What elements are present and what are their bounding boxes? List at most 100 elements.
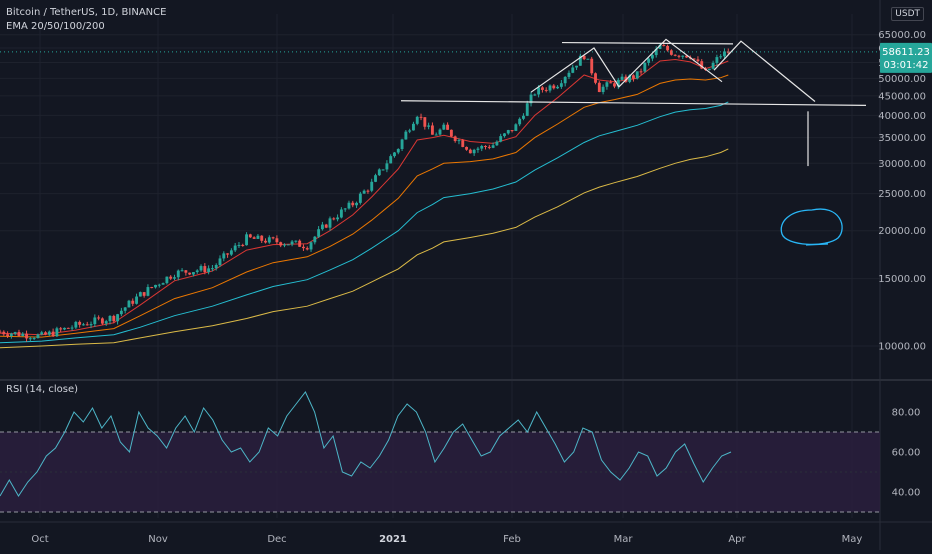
candle [108, 315, 112, 325]
candle-body [396, 149, 400, 153]
candle-body [165, 276, 169, 284]
candle [32, 336, 36, 341]
candle-body [305, 248, 309, 250]
candle-body [685, 55, 688, 58]
indicator-label[interactable]: EMA 20/50/100/200 [6, 21, 105, 32]
candle-body [157, 284, 161, 286]
candle-body [658, 45, 662, 49]
candle [639, 68, 643, 75]
candle-body [161, 283, 165, 285]
candle-body [484, 146, 487, 148]
candle [305, 246, 309, 251]
candle-body [142, 292, 146, 296]
candle-body [707, 68, 711, 71]
candle-body [544, 89, 548, 91]
candle [93, 314, 97, 327]
candle-body [150, 287, 154, 289]
candle-body [279, 242, 283, 246]
candle [632, 74, 635, 82]
candle-body [616, 79, 620, 87]
candle-body [461, 140, 465, 147]
candle [461, 138, 465, 148]
candle [525, 100, 529, 117]
candle [195, 269, 199, 274]
rsi-label[interactable]: RSI (14, close) [6, 384, 79, 395]
candle [408, 128, 412, 134]
candle-body [283, 244, 286, 246]
candle-body [669, 50, 673, 55]
price-tag-bg [880, 42, 932, 73]
candle-body [28, 338, 32, 340]
candle [55, 326, 59, 338]
candle-body [108, 315, 112, 322]
time-axis: Oct Nov Dec 2021 Feb Mar Apr May [31, 534, 862, 545]
candle [415, 115, 419, 126]
candle [468, 148, 472, 154]
candle-body [302, 246, 305, 249]
candle-body [154, 284, 157, 288]
candle-body [214, 264, 218, 269]
time-tick-label: 2021 [379, 534, 407, 545]
candle [514, 123, 518, 132]
symbol-title[interactable]: Bitcoin / TetherUS, 1D, BINANCE [6, 7, 167, 18]
rsi-tick-label: 60.00 [892, 448, 921, 459]
candle-body [51, 331, 55, 337]
candle [362, 189, 366, 194]
candle-body [0, 331, 2, 333]
candle-body [601, 86, 605, 93]
candle [419, 113, 423, 121]
candle [85, 321, 89, 326]
candle-body [419, 116, 423, 118]
candle [78, 320, 82, 328]
candle-body [457, 140, 461, 142]
candle [442, 122, 446, 131]
candle-body [286, 244, 290, 246]
candle [412, 121, 415, 131]
candle [324, 223, 328, 229]
candle [434, 132, 438, 136]
price-axis: 65000.0060000.0055000.0050000.0045000.00… [878, 30, 926, 352]
time-tick-label: May [842, 534, 863, 545]
quote-currency-badge[interactable]: USDT [891, 7, 924, 21]
candle [438, 128, 442, 136]
candle-body [313, 236, 317, 243]
candle [127, 299, 131, 308]
candle-body [449, 129, 453, 137]
candle [248, 233, 252, 238]
candle [487, 144, 491, 150]
candles [0, 41, 730, 342]
candle [267, 235, 271, 244]
candle [199, 264, 203, 272]
candle [302, 244, 305, 251]
candle-body [575, 65, 578, 68]
candle [241, 243, 245, 247]
candle [21, 332, 25, 337]
candle-body [635, 71, 639, 79]
candle-body [696, 59, 700, 62]
candle-body [324, 224, 328, 228]
candle [669, 49, 673, 56]
candle [116, 313, 120, 325]
candle-body [605, 82, 609, 87]
candle-body [6, 334, 10, 337]
candle [298, 239, 302, 247]
candle-body [256, 235, 260, 239]
candle [594, 72, 597, 85]
candle-body [650, 55, 654, 59]
candle-body [609, 82, 613, 84]
candle-body [210, 268, 214, 270]
candle [472, 148, 476, 156]
candle [506, 129, 510, 135]
candle-body [82, 324, 85, 326]
candle-body [309, 242, 313, 250]
candle [283, 243, 286, 248]
candle [336, 214, 340, 222]
candle [711, 60, 715, 70]
candle [563, 76, 567, 87]
candle [548, 84, 552, 93]
candle [400, 138, 404, 151]
candle-body [89, 324, 93, 326]
candle-body [123, 307, 127, 311]
